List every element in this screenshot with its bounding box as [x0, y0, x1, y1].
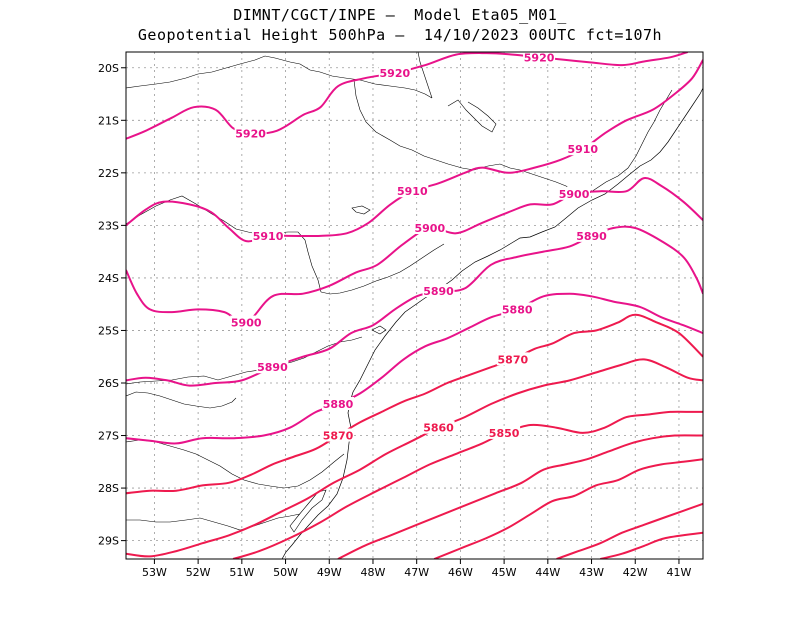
lon-tick-label: 49W — [317, 566, 342, 579]
contour-label-background — [422, 284, 455, 298]
reservoir-2 — [351, 205, 371, 215]
contour-5830 — [433, 458, 703, 559]
lat-tick-label: 23S — [98, 219, 119, 232]
lat-tick-label: 24S — [98, 272, 119, 285]
contour-5860 — [126, 358, 703, 558]
contour-label: 5860 — [423, 422, 454, 435]
lat-tick-label: 25S — [98, 324, 119, 337]
border-argentina — [126, 391, 237, 409]
contour-label: 5920 — [380, 67, 411, 80]
border-rj-es — [581, 89, 673, 199]
contour-label: 5870 — [498, 353, 529, 366]
contour-label-background — [256, 360, 289, 374]
border-mg-go — [417, 52, 433, 99]
contour-label: 5920 — [235, 127, 266, 140]
border-sp-mg — [353, 79, 583, 199]
contour-label: 5900 — [231, 317, 262, 330]
lon-tick-label: 50W — [273, 566, 298, 579]
contour-lines: 5920 5920 5920 5910 5910 5910 5900 5900 5900 5890… — [126, 51, 703, 559]
border-uruguay — [126, 513, 301, 531]
contour-label-background — [558, 186, 591, 200]
contour-label-background — [396, 184, 429, 198]
contour-label: 5910 — [253, 230, 284, 243]
contour-label-background — [252, 228, 285, 242]
contour-label-background — [413, 221, 446, 235]
lat-tick-label: 28S — [98, 482, 119, 495]
contour-label-background — [378, 66, 411, 80]
contour-label-background — [566, 142, 599, 156]
contour-label-background — [523, 52, 556, 64]
contour-5880 — [126, 292, 703, 445]
paranagua-bay — [371, 325, 387, 335]
lon-tick-label: 53W — [142, 566, 167, 579]
contour-label: 5900 — [414, 222, 445, 235]
lat-tick-label: 29S — [98, 535, 119, 548]
contour-5910 — [126, 59, 703, 243]
lon-tick-label: 48W — [361, 566, 386, 579]
longitude-axis: 53W 52W 51W 50W 49W 48W 47W 46W 45W 44W 43W 42W 41W — [142, 559, 692, 579]
contour-label: 5890 — [423, 285, 454, 298]
contour-5900 — [126, 177, 703, 324]
chart-title-line-2: Geopotential Height 500hPa — 14/10/2023 … — [137, 26, 663, 44]
lon-tick-label: 42W — [623, 566, 648, 579]
border-mg-ms — [126, 55, 433, 99]
reservoir-1 — [447, 99, 497, 133]
latitude-axis: 20S 21S 22S 23S 24S 25S 26S 27S 28S 29S — [98, 62, 126, 548]
lon-tick-label: 51W — [229, 566, 254, 579]
lon-tick-label: 52W — [186, 566, 211, 579]
contour-5810 — [600, 531, 703, 559]
contour-label-background — [575, 228, 608, 242]
lon-tick-label: 43W — [579, 566, 604, 579]
contour-5850 — [232, 410, 703, 559]
contour-label: 5910 — [567, 143, 598, 156]
lon-tick-label: 41W — [667, 566, 692, 579]
contour-label-background — [501, 302, 534, 316]
contour-label-background — [322, 397, 355, 411]
contour-5870 — [126, 313, 703, 495]
contour-label-background — [234, 126, 267, 140]
lat-tick-label: 20S — [98, 62, 119, 75]
contour-label-background — [230, 315, 263, 329]
contour-label: 5850 — [489, 427, 520, 440]
contour-label: 5910 — [397, 185, 428, 198]
plot-frame — [125, 51, 704, 560]
contour-5890 — [126, 225, 703, 387]
contour-label-background — [488, 425, 521, 439]
lon-tick-label: 46W — [448, 566, 473, 579]
contour-label: 5890 — [576, 230, 607, 243]
coastlines-and-borders — [126, 52, 703, 559]
contour-5820 — [556, 502, 703, 559]
chart-title-line-1: DIMNT/CGCT/INPE — Model Eta05_M01_ — [233, 6, 567, 24]
border-sp-parana — [320, 243, 445, 295]
contour-label: 5890 — [257, 361, 288, 374]
contour-label-background — [322, 428, 355, 442]
contour-label: 5920 — [524, 51, 555, 64]
contour-label: 5900 — [559, 188, 590, 201]
lat-tick-label: 27S — [98, 430, 119, 443]
lat-tick-label: 26S — [98, 377, 119, 390]
lagoa-dos-patos — [289, 489, 327, 533]
lon-tick-label: 44W — [535, 566, 560, 579]
border-sc-rs — [126, 439, 345, 489]
contour-5920 — [126, 52, 689, 140]
contour-label-background — [422, 420, 455, 434]
contour-5840 — [337, 434, 703, 559]
border-parana-river — [126, 195, 322, 293]
contour-label: 5880 — [502, 303, 533, 316]
contour-label: 5870 — [323, 430, 354, 443]
lat-tick-label: 21S — [98, 114, 119, 127]
lat-tick-label: 22S — [98, 167, 119, 180]
lon-tick-label: 47W — [404, 566, 429, 579]
lon-tick-label: 45W — [492, 566, 517, 579]
border-pr-sc — [126, 336, 363, 385]
contour-label-background — [496, 352, 529, 366]
contour-label: 5880 — [323, 398, 354, 411]
